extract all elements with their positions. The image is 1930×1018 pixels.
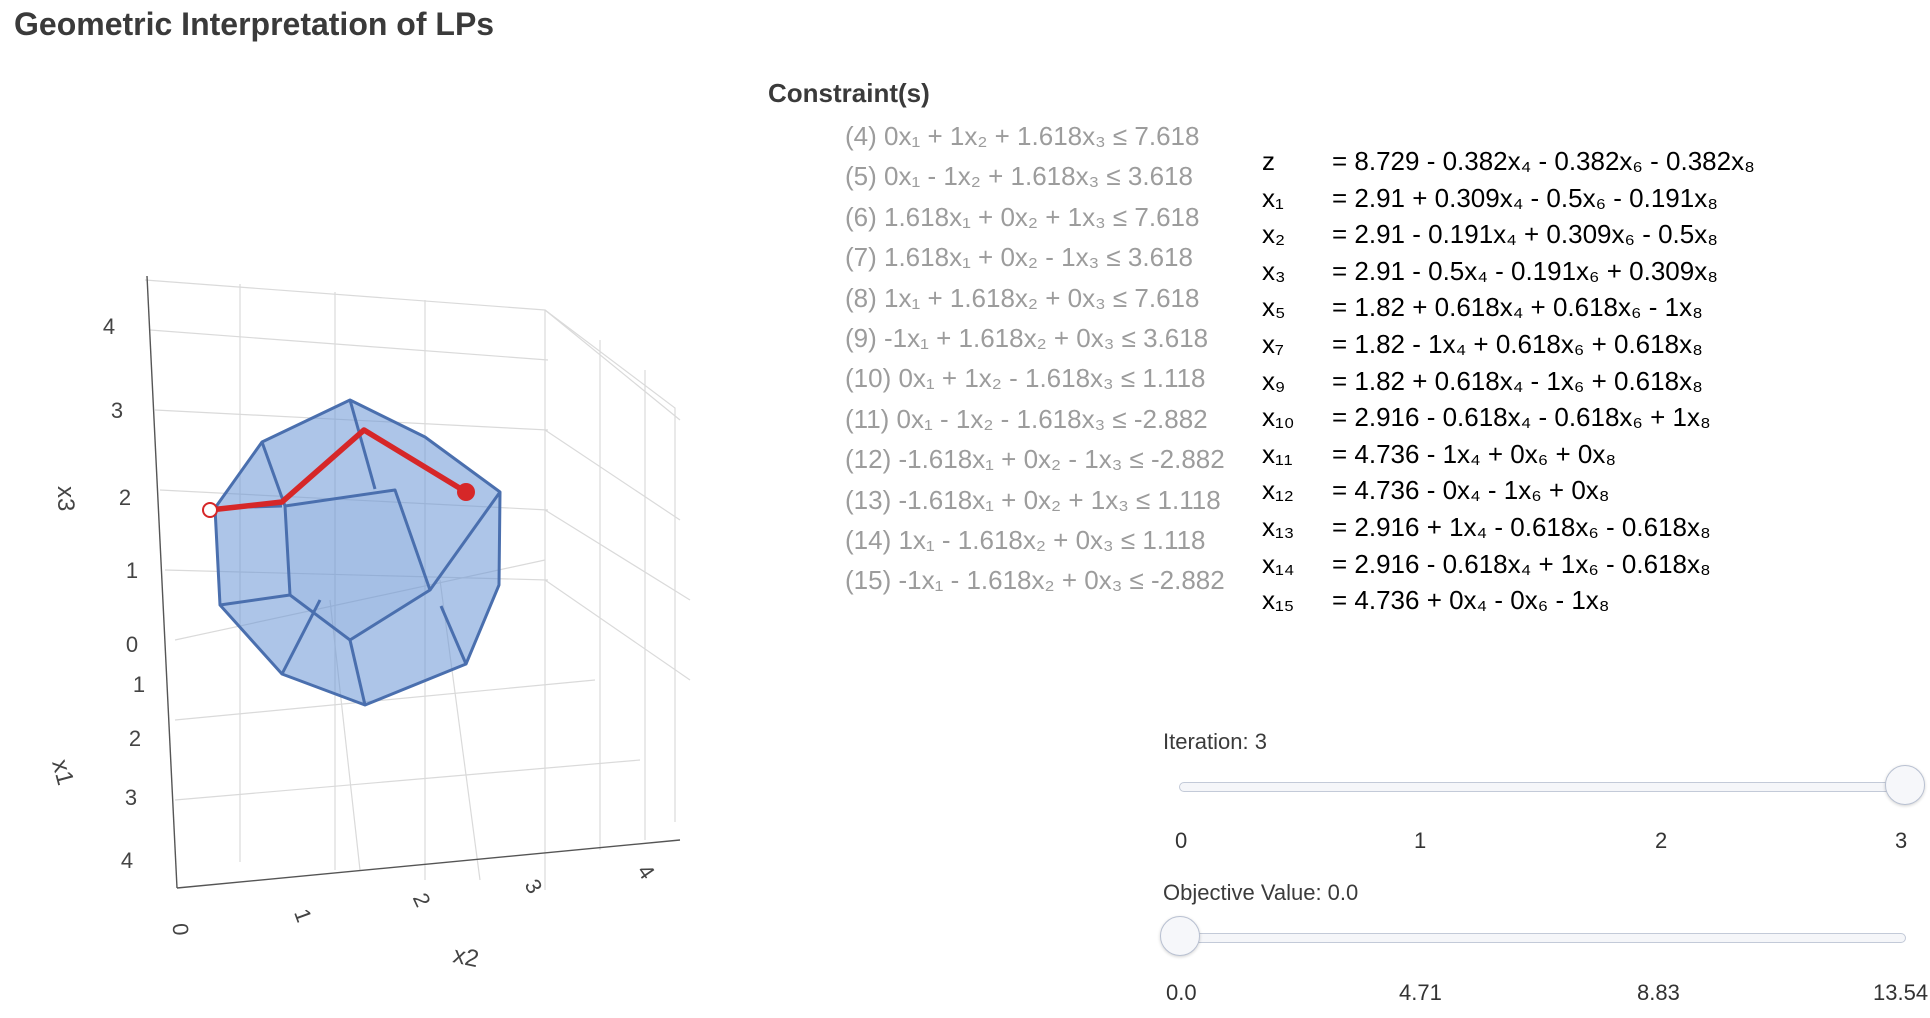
dictionary-row: x₁₁ = 4.736 - 1x₄ + 0x₆ + 0x₈ (1262, 436, 1755, 473)
dictionary-lhs: x₃ (1262, 255, 1286, 286)
dictionary-row: x₁₄ = 2.916 - 0.618x₄ + 1x₆ - 0.618x₈ (1262, 546, 1755, 583)
constraint-row: (4) 0x₁ + 1x₂ + 1.618x₃ ≤ 7.618 (845, 121, 1200, 151)
x3-tick-0: 0 (126, 632, 138, 657)
dictionary-lhs: x₁₄ (1262, 548, 1295, 579)
constraint-row: (15) -1x₁ - 1.618x₂ + 0x₃ ≤ -2.882 (845, 565, 1225, 596)
constraint-row: (11) 0x₁ - 1x₂ - 1.618x₃ ≤ -2.882 (845, 403, 1208, 434)
constraint-row: (10) 0x₁ + 1x₂ - 1.618x₃ ≤ 1.118 (845, 363, 1206, 394)
dictionary-lhs: x₇ (1262, 328, 1284, 359)
x1-tick-3: 3 (125, 785, 137, 810)
page-title: Geometric Interpretation of LPs (14, 6, 495, 42)
dictionary-lhs: x₁ (1262, 182, 1284, 213)
x1-tick-2: 2 (129, 726, 141, 751)
x1-tick-4: 4 (121, 848, 133, 873)
constraint-row: (8) 1x₁ + 1.618x₂ + 0x₃ ≤ 7.618 (845, 282, 1200, 313)
dictionary-row: x₉ = 1.82 + 0.618x₄ - 1x₆ + 0.618x₈ (1262, 363, 1755, 400)
dictionary-rhs: = 4.736 - 0x₄ - 1x₆ + 0x₈ (1332, 475, 1610, 506)
dictionary-lhs: x₅ (1262, 292, 1286, 323)
objective-tick-2: 8.83 (1637, 980, 1680, 1005)
objective-slider-handle[interactable] (1160, 916, 1200, 956)
constraints-heading: Constraint(s) (768, 78, 930, 108)
dictionary-row: x₂ = 2.91 - 0.191x₄ + 0.309x₆ - 0.5x₈ (1262, 216, 1755, 253)
constraint-row: (12) -1.618x₁ + 0x₂ - 1x₃ ≤ -2.882 (845, 444, 1225, 475)
iteration-tick-0: 0 (1175, 828, 1188, 853)
simplex-path (202, 427, 475, 518)
dictionary-rhs: = 2.916 + 1x₄ - 0.618x₆ - 0.618x₈ (1332, 511, 1711, 542)
dodecahedron-feasible-region (213, 398, 502, 707)
x2-axis-title: x2 (451, 941, 481, 973)
dictionary-row: z = 8.729 - 0.382x₄ - 0.382x₆ - 0.382x₈ (1262, 143, 1755, 180)
axis-titles: x3 x1 x2 (46, 486, 481, 973)
objective-tick-0: 0.0 (1166, 980, 1197, 1005)
iteration-tick-3: 3 (1895, 828, 1908, 853)
constraint-list: (4) 0x₁ + 1x₂ + 1.618x₃ ≤ 7.618 (5) 0x₁ … (845, 116, 1225, 601)
current-vertex-marker (457, 483, 475, 501)
axis-lines (146, 275, 681, 889)
dictionary-lhs: x₁₅ (1262, 585, 1295, 616)
dictionary-row: x₇ = 1.82 - 1x₄ + 0.618x₆ + 0.618x₈ (1262, 326, 1755, 363)
objective-slider-label: Objective Value: 0.0 (1163, 880, 1359, 905)
dictionary-lhs: x₂ (1262, 219, 1286, 250)
constraint-row: (14) 1x₁ - 1.618x₂ + 0x₃ ≤ 1.118 (845, 524, 1206, 555)
dictionary-lhs: x₉ (1262, 365, 1286, 396)
start-vertex-marker (202, 502, 218, 518)
dictionary-rhs: = 2.91 - 0.191x₄ + 0.309x₆ - 0.5x₈ (1332, 219, 1719, 250)
dictionary-rhs: = 8.729 - 0.382x₄ - 0.382x₆ - 0.382x₈ (1332, 146, 1755, 176)
dictionary-lhs: x₁₂ (1262, 475, 1294, 506)
x2-tick-2: 2 (408, 889, 436, 911)
dictionary-rhs: = 2.916 - 0.618x₄ + 1x₆ - 0.618x₈ (1332, 548, 1711, 579)
dictionary-row: x₁ = 2.91 + 0.309x₄ - 0.5x₆ - 0.191x₈ (1262, 180, 1755, 217)
iteration-slider-track[interactable] (1179, 782, 1906, 792)
x1-tick-1: 1 (133, 672, 145, 697)
polytope-face-front (283, 488, 432, 642)
x3-axis-title: x3 (52, 486, 79, 511)
dictionary-row: x₁₅ = 4.736 + 0x₄ - 0x₆ - 1x₈ (1262, 582, 1755, 619)
x2-tick-0: 0 (167, 922, 193, 936)
simplex-dictionary: z = 8.729 - 0.382x₄ - 0.382x₆ - 0.382x₈ x… (1262, 143, 1755, 619)
x2-tick-1: 1 (289, 905, 317, 925)
polytope-3d-plot[interactable]: 0 1 2 3 4 1 2 3 4 0 1 2 3 4 x3 x1 x2 (0, 0, 760, 1018)
constraint-row: (9) -1x₁ + 1.618x₂ + 0x₃ ≤ 3.618 (845, 322, 1209, 353)
iteration-tick-2: 2 (1655, 828, 1668, 853)
constraint-row: (13) -1.618x₁ + 0x₂ + 1x₃ ≤ 1.118 (845, 484, 1221, 515)
dictionary-lhs: x₁₁ (1262, 438, 1293, 469)
dictionary-rhs: = 4.736 + 0x₄ - 0x₆ - 1x₈ (1332, 585, 1610, 616)
constraint-row: (5) 0x₁ - 1x₂ + 1.618x₃ ≤ 3.618 (845, 161, 1193, 192)
iteration-tick-1: 1 (1414, 828, 1427, 853)
iteration-slider-label: Iteration: 3 (1163, 729, 1267, 754)
x3-tick-2: 2 (119, 485, 131, 510)
dictionary-rhs: = 4.736 - 1x₄ + 0x₆ + 0x₈ (1332, 438, 1617, 469)
dictionary-row: x₅ = 1.82 + 0.618x₄ + 0.618x₆ - 1x₈ (1262, 289, 1755, 326)
dictionary-row: x₁₃ = 2.916 + 1x₄ - 0.618x₆ - 0.618x₈ (1262, 509, 1755, 546)
dictionary-row: x₁₀ = 2.916 - 0.618x₄ - 0.618x₆ + 1x₈ (1262, 399, 1755, 436)
dictionary-lhs: z (1262, 146, 1275, 176)
dictionary-rhs: = 1.82 + 0.618x₄ - 1x₆ + 0.618x₈ (1332, 365, 1703, 396)
x2-tick-3: 3 (520, 875, 548, 898)
dictionary-lhs: x₁₃ (1262, 511, 1295, 542)
x3-tick-4: 4 (103, 314, 115, 339)
dictionary-rhs: = 2.91 - 0.5x₄ - 0.191x₆ + 0.309x₈ (1332, 255, 1719, 286)
dictionary-row: x₃ = 2.91 - 0.5x₄ - 0.191x₆ + 0.309x₈ (1262, 253, 1755, 290)
dictionary-row: x₁₂ = 4.736 - 0x₄ - 1x₆ + 0x₈ (1262, 472, 1755, 509)
x3-tick-1: 1 (126, 558, 138, 583)
dictionary-lhs: x₁₀ (1262, 402, 1295, 433)
objective-tick-1: 4.71 (1399, 980, 1442, 1005)
dictionary-rhs: = 1.82 - 1x₄ + 0.618x₆ + 0.618x₈ (1332, 328, 1703, 359)
dictionary-rhs: = 1.82 + 0.618x₄ + 0.618x₆ - 1x₈ (1332, 292, 1703, 323)
objective-tick-3: 13.54 (1873, 980, 1929, 1005)
objective-slider-track[interactable] (1179, 933, 1906, 943)
dictionary-rhs: = 2.91 + 0.309x₄ - 0.5x₆ - 0.191x₈ (1332, 182, 1719, 213)
iteration-slider-handle[interactable] (1885, 765, 1925, 805)
simplex-path-line (209, 427, 468, 513)
constraint-row: (7) 1.618x₁ + 0x₂ - 1x₃ ≤ 3.618 (845, 242, 1193, 273)
dictionary-rhs: = 2.916 - 0.618x₄ - 0.618x₆ + 1x₈ (1332, 402, 1711, 433)
polytope-silhouette (213, 398, 502, 707)
x1-axis-title: x1 (46, 757, 79, 788)
x2-tick-4: 4 (632, 860, 660, 884)
constraint-row: (6) 1.618x₁ + 0x₂ + 1x₃ ≤ 7.618 (845, 201, 1200, 232)
x3-tick-3: 3 (111, 398, 123, 423)
